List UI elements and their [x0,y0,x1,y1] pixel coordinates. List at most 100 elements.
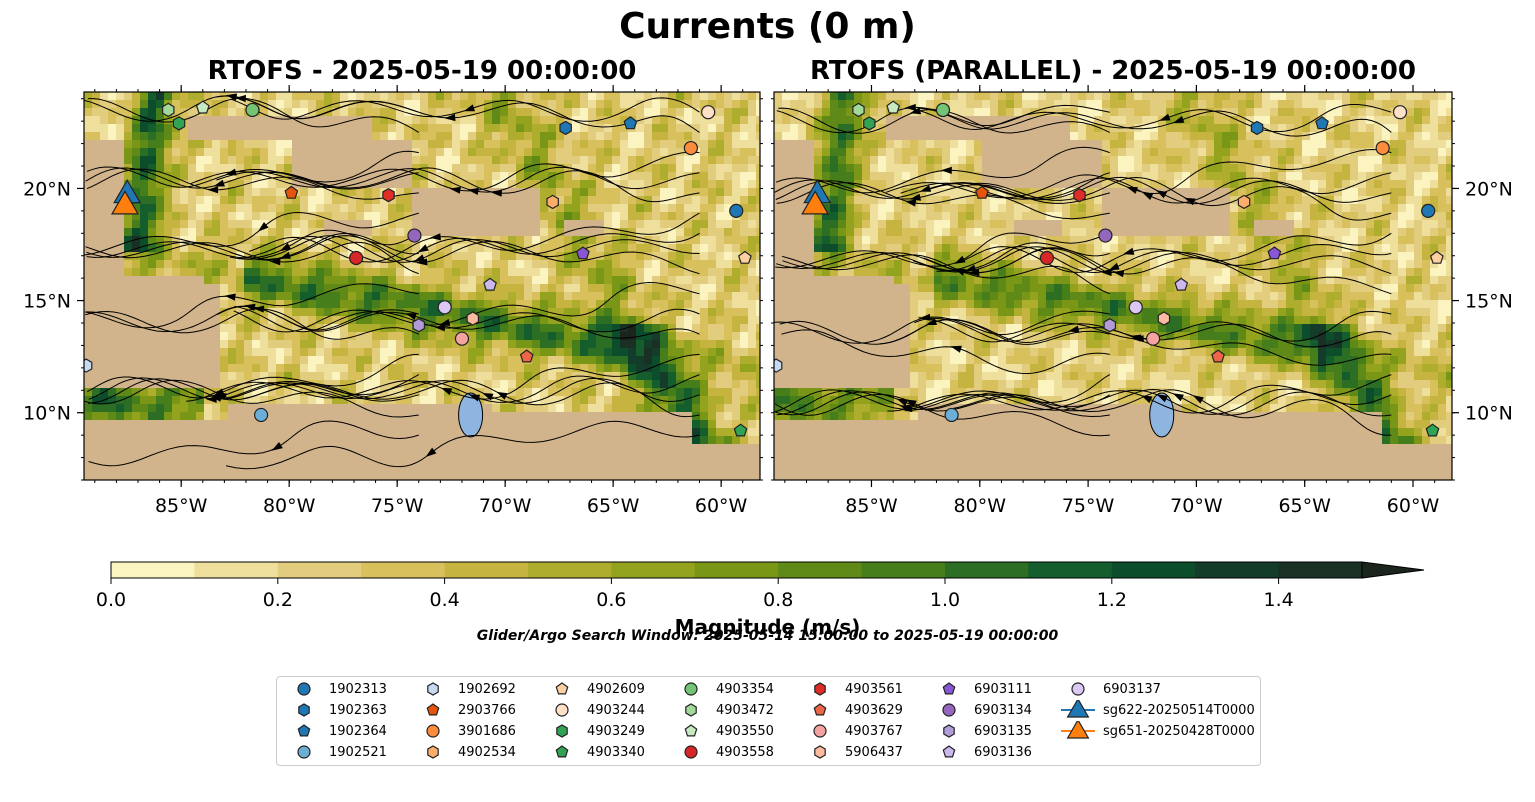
colorbar-segment [945,562,1029,578]
y-tick-label: 15°N [23,291,71,313]
float-1902363 [559,120,572,136]
y-tick-label: 20°N [1465,178,1513,200]
legend-label: 2903766 [458,702,516,718]
float-sg651-20250428T0000 [801,190,830,215]
float-4903629 [1211,349,1225,363]
float-4903244 [701,105,716,120]
float-6903134 [1098,228,1113,243]
legend-marker [555,682,569,695]
float-4902609 [737,250,752,264]
float-4902534 [546,194,559,210]
legend-label: sg622-20250514T0000 [1103,702,1255,718]
legend-item: 4903472 [674,700,774,720]
float-1902363 [1250,120,1264,136]
y-tick-label: 15°N [1465,291,1513,313]
colorbar-tick-label: 1.4 [1263,589,1293,611]
panel-1-title: RTOFS - 2025-05-19 00:00:00 [207,56,637,86]
legend-marker [427,682,439,696]
streamlines [84,93,700,470]
float-4903550 [195,100,210,114]
legend-label: 1902313 [329,681,387,697]
legend-marker [685,703,697,717]
legend-item: sg622-20250514T0000 [1061,700,1255,720]
float-6903137 [1128,300,1143,315]
colorbar-segment [361,562,446,578]
legend-marker [555,703,569,717]
legend-label: 4903561 [845,681,903,697]
legend-marker [942,703,956,717]
magnitude-field [774,92,1452,480]
x-tick-label: 70°W [479,495,532,517]
colorbar-segment [1111,562,1196,578]
lake-maracaibo [458,392,484,438]
legend-marker [813,724,827,738]
legend-item: 1902521 [287,742,387,762]
legend-marker [297,682,311,696]
float-1902692 [84,358,93,373]
colorbar-segment [694,562,779,578]
legend-marker [426,703,440,716]
colorbar-tick-label: 1.0 [930,589,960,611]
colorbar-segment [778,562,863,578]
legend-label: 4902534 [458,744,516,760]
legend-marker [684,682,698,696]
colorbar-segment [861,562,946,578]
colorbar-segment [444,562,529,578]
legend-item: 4903244 [545,700,645,720]
x-tick-label: 60°W [1387,495,1440,517]
legend-item: 5906437 [803,742,903,762]
colorbar-tick-label: 0.8 [763,589,793,611]
float-4903561 [382,188,395,203]
legend-label: 1902364 [329,723,387,739]
x-tick-label: 75°W [1062,495,1115,517]
magnitude-field [84,92,760,480]
map-panel-2: 85°W 80°W 75°W 70°W 65°W 60°W 10°N 15°N 20°N [771,85,1513,517]
y-tick-label: 10°N [1465,403,1513,425]
legend-item: 1902364 [287,721,387,741]
colorbar-segment [1278,562,1363,578]
legend-marker [555,745,569,758]
y-tick-label: 20°N [23,178,71,200]
legend-item: 4903558 [674,742,774,762]
legend-marker [684,745,698,759]
legend-marker [942,745,956,758]
legend-marker [427,745,439,759]
colorbar-segment [277,562,362,578]
map-panel-1: 85°W 80°W 75°W 70°W 65°W 60°W 10°N 15°N 20°N [23,85,763,517]
float-4903244 [1392,105,1408,120]
float-2903766 [284,185,299,199]
legend-label: 6903111 [974,681,1032,697]
legend-label: 3901686 [458,723,516,739]
colorbar-segment [611,562,696,578]
legend-marker [942,682,956,695]
legend-label: 4903354 [716,681,774,697]
float-4903767 [1145,331,1161,346]
map-frame [83,91,761,481]
float-5906437 [1157,311,1171,326]
x-tick-label: 85°W [845,495,898,517]
colorbar-segment [528,562,612,578]
colorbar-segment [1028,562,1113,578]
float-6903135 [1103,318,1117,333]
legend-label: 4903249 [587,723,645,739]
legend-marker [814,682,826,696]
legend-item: 6903111 [932,679,1032,699]
legend-item: sg651-20250428T0000 [1061,721,1255,741]
float-4903472 [852,102,865,118]
float-6903136 [483,277,497,291]
x-tick-label: 60°W [695,495,748,517]
legend-label: 5906437 [845,744,903,760]
float-1902313 [1421,203,1436,218]
legend-marker [298,703,310,717]
legend-item: 1902363 [287,700,387,720]
map-frame [773,91,1453,481]
legend: 1902313 1902363 1902364 1902521 1902692 29037… [276,676,1261,766]
colorbar-tick-label: 0.4 [429,589,459,611]
colorbar-label: Magnitude (m/s) [674,615,861,639]
legend-label: 1902363 [329,702,387,718]
legend-item: 3901686 [416,721,516,741]
x-tick-label: 80°W [263,495,316,517]
legend-item: 4903550 [674,721,774,741]
x-tick-label: 75°W [371,495,424,517]
